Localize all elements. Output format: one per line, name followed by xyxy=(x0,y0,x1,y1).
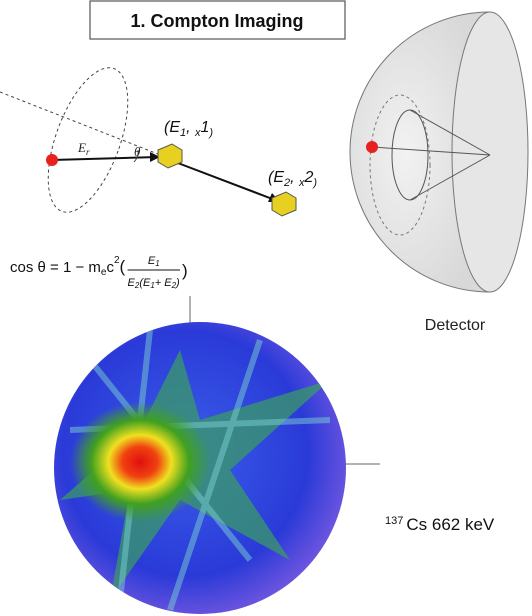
text-part: (E xyxy=(164,119,180,136)
compton-sketch xyxy=(0,58,296,223)
cone-ellipse xyxy=(32,58,144,223)
source-dot xyxy=(46,154,58,166)
title: 1. Compton Imaging xyxy=(131,11,304,31)
detector-drawing xyxy=(350,12,528,292)
text-part: (E xyxy=(139,277,151,289)
point-label: (E2, x2) xyxy=(268,169,317,189)
detector-cube xyxy=(272,192,296,216)
formula: cos θ = 1 − mec2(E2(E1+ E2) E1) xyxy=(10,255,188,290)
text-part: 2 xyxy=(304,169,314,186)
arrow xyxy=(170,160,275,200)
text-part: , xyxy=(290,169,299,186)
detector-label: Detector xyxy=(425,317,486,334)
subscript: 1 xyxy=(155,259,159,268)
denominator: E2(E1+ E2) xyxy=(128,277,181,290)
text-part: E xyxy=(77,140,86,155)
numerator: E1 xyxy=(148,255,160,268)
subscript: r xyxy=(86,147,90,157)
subscript: 2 xyxy=(283,177,290,189)
isotope-mass: 137 xyxy=(385,515,403,527)
diagram: 1. Compton Imaging Er θ (E1, x1) (E2, x2… xyxy=(0,0,532,616)
text-part: + E xyxy=(155,277,172,289)
paren: ) xyxy=(182,261,188,280)
source-label: Er xyxy=(77,140,90,157)
text-part: (E xyxy=(268,169,284,186)
formula-lhs: cos θ = 1 − mec2( xyxy=(10,255,126,278)
text-part: cos θ = 1 − m xyxy=(10,259,101,276)
caption-text: Cs 662 keV xyxy=(406,515,495,534)
hotspot xyxy=(70,402,210,522)
source-dot xyxy=(366,141,378,153)
point-label: (E1, x1) xyxy=(164,119,213,139)
detector-face xyxy=(452,12,528,292)
paren: ( xyxy=(120,257,126,276)
image-sphere xyxy=(54,296,380,614)
detector-cube xyxy=(158,144,182,168)
text-part: 1 xyxy=(201,119,210,136)
arrow xyxy=(52,157,158,160)
text-part: , xyxy=(186,119,195,136)
angle-label: θ xyxy=(134,144,141,159)
